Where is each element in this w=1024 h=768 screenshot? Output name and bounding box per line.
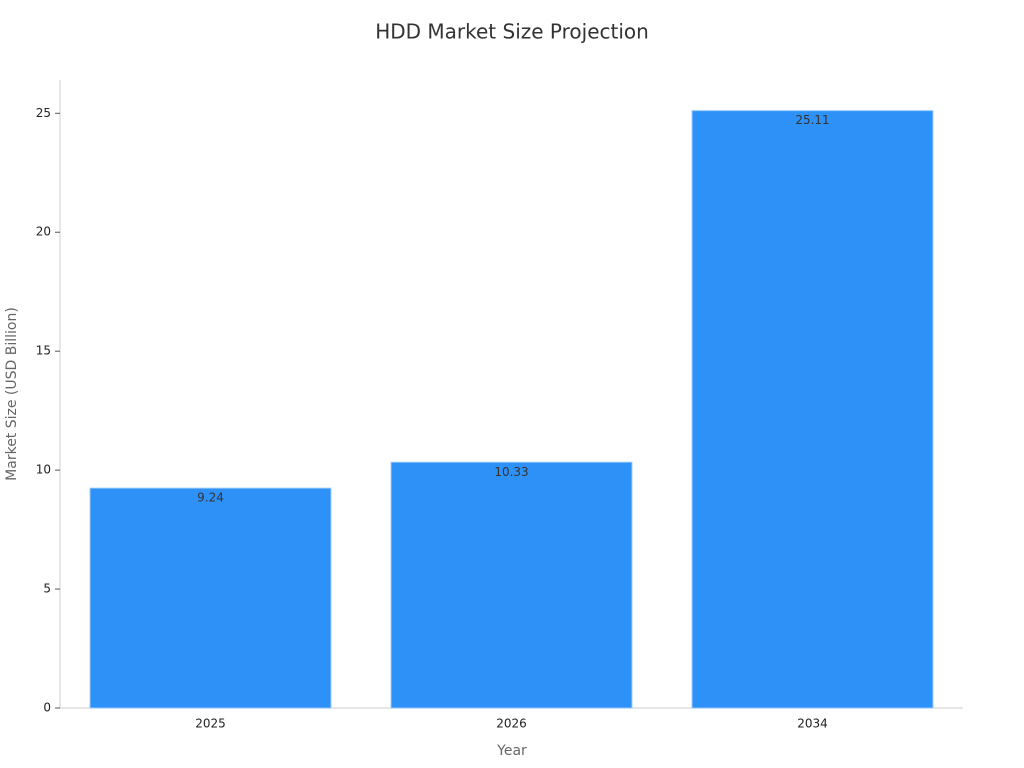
chart-title: HDD Market Size Projection xyxy=(375,20,649,44)
x-tick-label: 2034 xyxy=(797,717,828,731)
bar xyxy=(691,110,934,709)
value-label: 25.11 xyxy=(795,113,829,127)
x-tick-label: 2025 xyxy=(195,717,226,731)
x-axis-title: Year xyxy=(496,743,527,759)
bar xyxy=(390,461,633,709)
y-tick-label: 10 xyxy=(36,463,51,477)
y-tick-label: 20 xyxy=(36,225,51,239)
y-axis-title: Market Size (USD Billion) xyxy=(4,307,20,481)
value-label: 10.33 xyxy=(494,465,528,479)
value-label: 9.24 xyxy=(197,491,224,505)
y-tick-label: 15 xyxy=(36,344,51,358)
y-tick-label: 5 xyxy=(43,582,51,596)
y-tick-label: 0 xyxy=(43,701,51,715)
bar xyxy=(89,487,332,709)
y-tick-label: 25 xyxy=(36,106,51,120)
x-tick-label: 2026 xyxy=(496,717,527,731)
